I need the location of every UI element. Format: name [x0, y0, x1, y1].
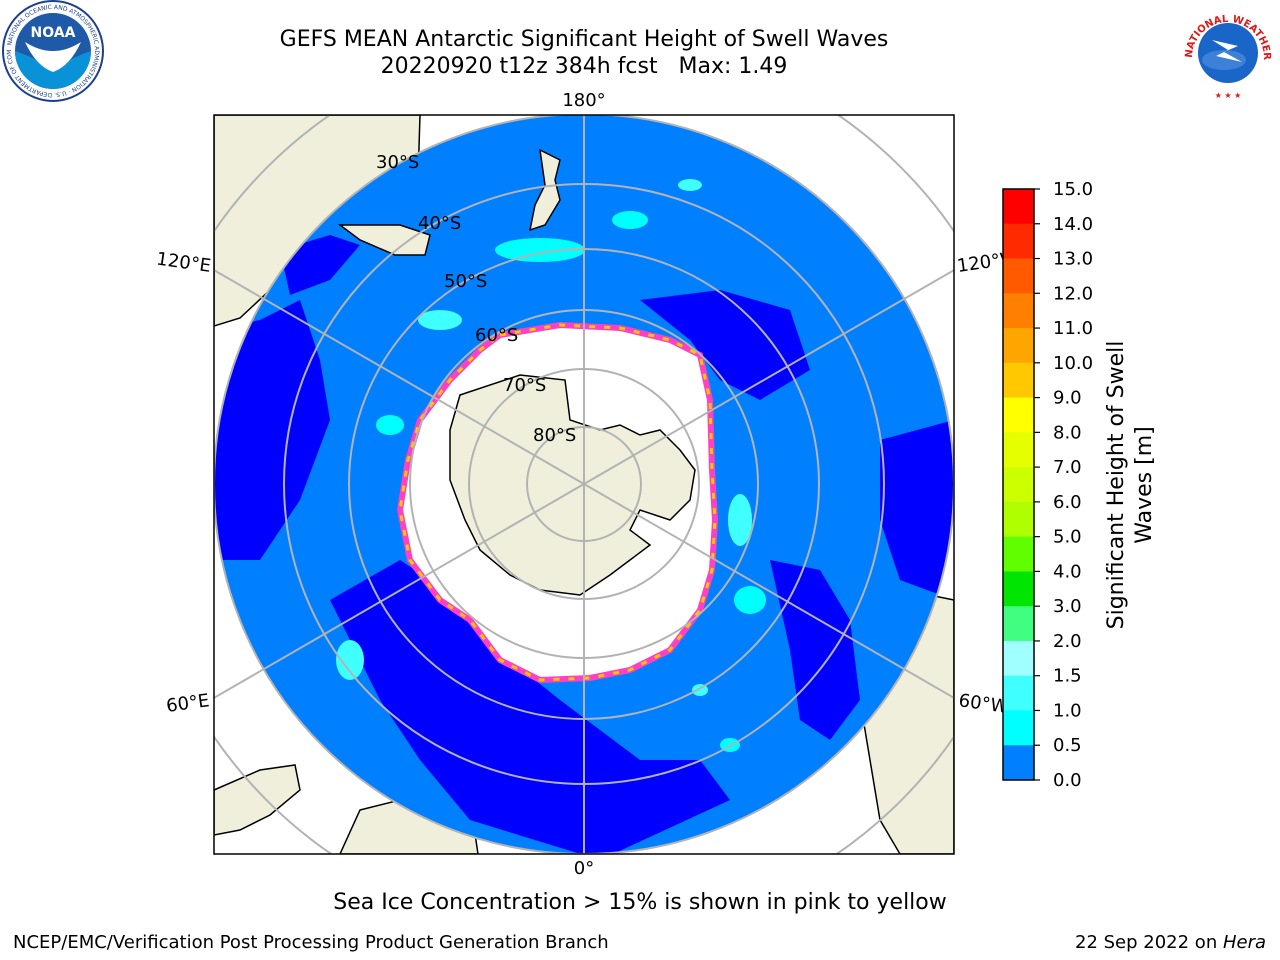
sea-ice-edge-yellow	[398, 323, 717, 682]
colorbar-tick-label: 9.0	[1053, 388, 1082, 409]
map-frame	[213, 114, 955, 855]
nws-logo: NATIONAL WEATHER SERVICE ★ ★ ★	[1172, 0, 1276, 100]
footer-machine: Hera	[1222, 932, 1266, 953]
colorbar-tick-label: 12.0	[1053, 283, 1093, 304]
colorbar-tick-label: 13.0	[1053, 249, 1093, 270]
colorbar-tick-label: 10.0	[1053, 353, 1093, 374]
lat-label-30s: 30°S	[376, 152, 419, 173]
lat-label-40s: 40°S	[418, 213, 461, 234]
lon-label-0: 0°	[574, 858, 594, 879]
lon-label-120e: 120°E	[155, 249, 212, 277]
colorbar-tick-label: 7.0	[1053, 457, 1082, 478]
colorbar-block	[1003, 675, 1034, 711]
lat-label-80s: 80°S	[533, 425, 576, 446]
lat-label-50s: 50°S	[444, 271, 487, 292]
colorbar-block	[1003, 536, 1034, 572]
lat-label-70s: 70°S	[503, 375, 546, 396]
colorbar-tick-label: 11.0	[1053, 318, 1093, 339]
footer-date-text: 22 Sep 2022 on	[1075, 932, 1223, 953]
colorbar-tick-label: 5.0	[1053, 527, 1082, 548]
colorbar-block	[1003, 640, 1034, 677]
colorbar-block	[1003, 501, 1034, 538]
colorbar-frame	[1002, 188, 1035, 781]
lat-label-60s: 60°S	[475, 325, 518, 346]
colorbar-tick-label: 8.0	[1053, 422, 1082, 443]
cyan-swell-patches	[336, 179, 766, 752]
colorbar-block	[1003, 189, 1034, 225]
colorbar-tick-label: 2.0	[1053, 631, 1082, 652]
lon-label-180: 180°	[562, 90, 605, 111]
colorbar-label-line1: Significant Height of Swell	[1104, 341, 1129, 630]
colorbar-block	[1003, 397, 1034, 433]
footer-date: 22 Sep 2022 on Hera	[1075, 932, 1266, 953]
svg-text:NOAA: NOAA	[31, 25, 76, 41]
svg-text:★ ★ ★: ★ ★ ★	[1215, 91, 1242, 100]
colorbar-ticks: 15.0 14.0 13.0 12.0 11.0 10.0 9.0 8.0 7.0 6.0 5.0 4…	[1034, 179, 1093, 791]
colorbar-block	[1003, 571, 1034, 607]
colorbar-block	[1003, 432, 1034, 468]
colorbar-tick-label: 15.0	[1053, 179, 1093, 200]
graticule	[214, 115, 954, 854]
colorbar	[1003, 189, 1034, 781]
lon-label-60e: 60°E	[165, 690, 211, 717]
chart-title-line1: GEFS MEAN Antarctic Significant Height o…	[279, 27, 889, 52]
new-zealand-land	[529, 148, 561, 232]
colorbar-tick-label: 6.0	[1053, 492, 1082, 513]
colorbar-block	[1003, 258, 1034, 294]
australia-south-land	[337, 224, 431, 256]
colorbar-label-line2: Waves [m]	[1132, 426, 1157, 543]
sea-ice-note: Sea Ice Concentration > 15% is shown in …	[333, 890, 947, 915]
footer-credit: NCEP/EMC/Verification Post Processing Pr…	[13, 932, 609, 953]
colorbar-block	[1003, 293, 1034, 329]
chart-title-line2: 20220920 t12z 384h fcst Max: 1.49	[380, 54, 788, 79]
noaa-logo: NOAA NATIONAL OCEANIC AND ATMOSPHERIC AD…	[0, 0, 104, 102]
colorbar-tick-label: 0.5	[1053, 735, 1082, 756]
colorbar-block	[1003, 606, 1034, 642]
colorbar-block	[1003, 710, 1034, 746]
colorbar-tick-label: 1.0	[1053, 700, 1082, 721]
colorbar-tick-label: 3.0	[1053, 596, 1082, 617]
colorbar-block	[1003, 467, 1034, 503]
colorbar-block	[1003, 362, 1034, 399]
colorbar-tick-label: 1.5	[1053, 666, 1082, 687]
colorbar-block	[1003, 223, 1034, 260]
colorbar-block	[1003, 745, 1034, 781]
colorbar-tick-label: 14.0	[1053, 214, 1093, 235]
lon-label-60w: 60°W	[957, 690, 1009, 718]
colorbar-tick-label: 0.0	[1053, 770, 1082, 791]
colorbar-tick-label: 4.0	[1053, 561, 1082, 582]
colorbar-block	[1003, 328, 1034, 364]
